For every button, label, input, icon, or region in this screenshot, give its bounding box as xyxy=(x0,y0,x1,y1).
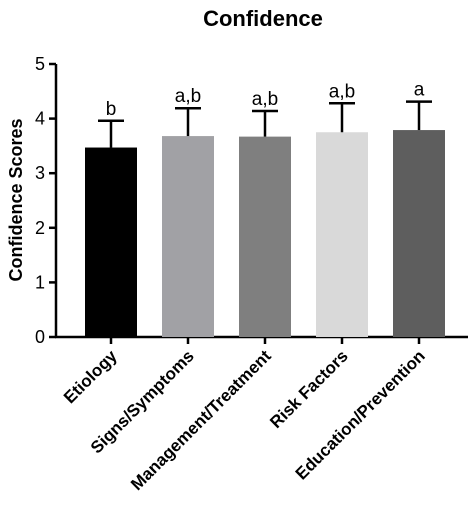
significance-label: a,b xyxy=(252,89,278,110)
error-bars-group xyxy=(98,100,432,148)
bar xyxy=(239,136,291,337)
significance-label: a xyxy=(414,80,425,101)
bar xyxy=(316,132,368,337)
y-ticks-group: 0 1 2 3 4 5 xyxy=(35,54,56,347)
y-tick-label: 5 xyxy=(35,54,45,74)
y-axis-label: Confidence Scores xyxy=(6,118,26,281)
bars-group xyxy=(85,130,445,337)
bar xyxy=(162,136,214,337)
x-tick-label: Etiology xyxy=(60,346,121,407)
y-tick-label: 3 xyxy=(35,163,45,183)
significance-labels-group: b a,b a,b a,b a xyxy=(106,80,425,120)
significance-label: a,b xyxy=(175,86,201,107)
y-tick-label: 0 xyxy=(35,327,45,347)
bar xyxy=(85,147,137,337)
x-tick-label: Management/Treatment xyxy=(127,346,275,494)
y-tick-label: 1 xyxy=(35,272,45,292)
y-tick-label: 2 xyxy=(35,218,45,238)
x-ticks-group: EtiologySigns/SymptomsManagement/Treatme… xyxy=(60,337,429,494)
chart-title: Confidence xyxy=(203,6,323,31)
significance-label: a,b xyxy=(329,81,355,102)
significance-label: b xyxy=(106,99,117,120)
y-tick-label: 4 xyxy=(35,109,45,129)
bar xyxy=(393,130,445,337)
x-tick-label: Education/Prevention xyxy=(292,346,429,483)
x-tick-label: Risk Factors xyxy=(266,346,352,432)
